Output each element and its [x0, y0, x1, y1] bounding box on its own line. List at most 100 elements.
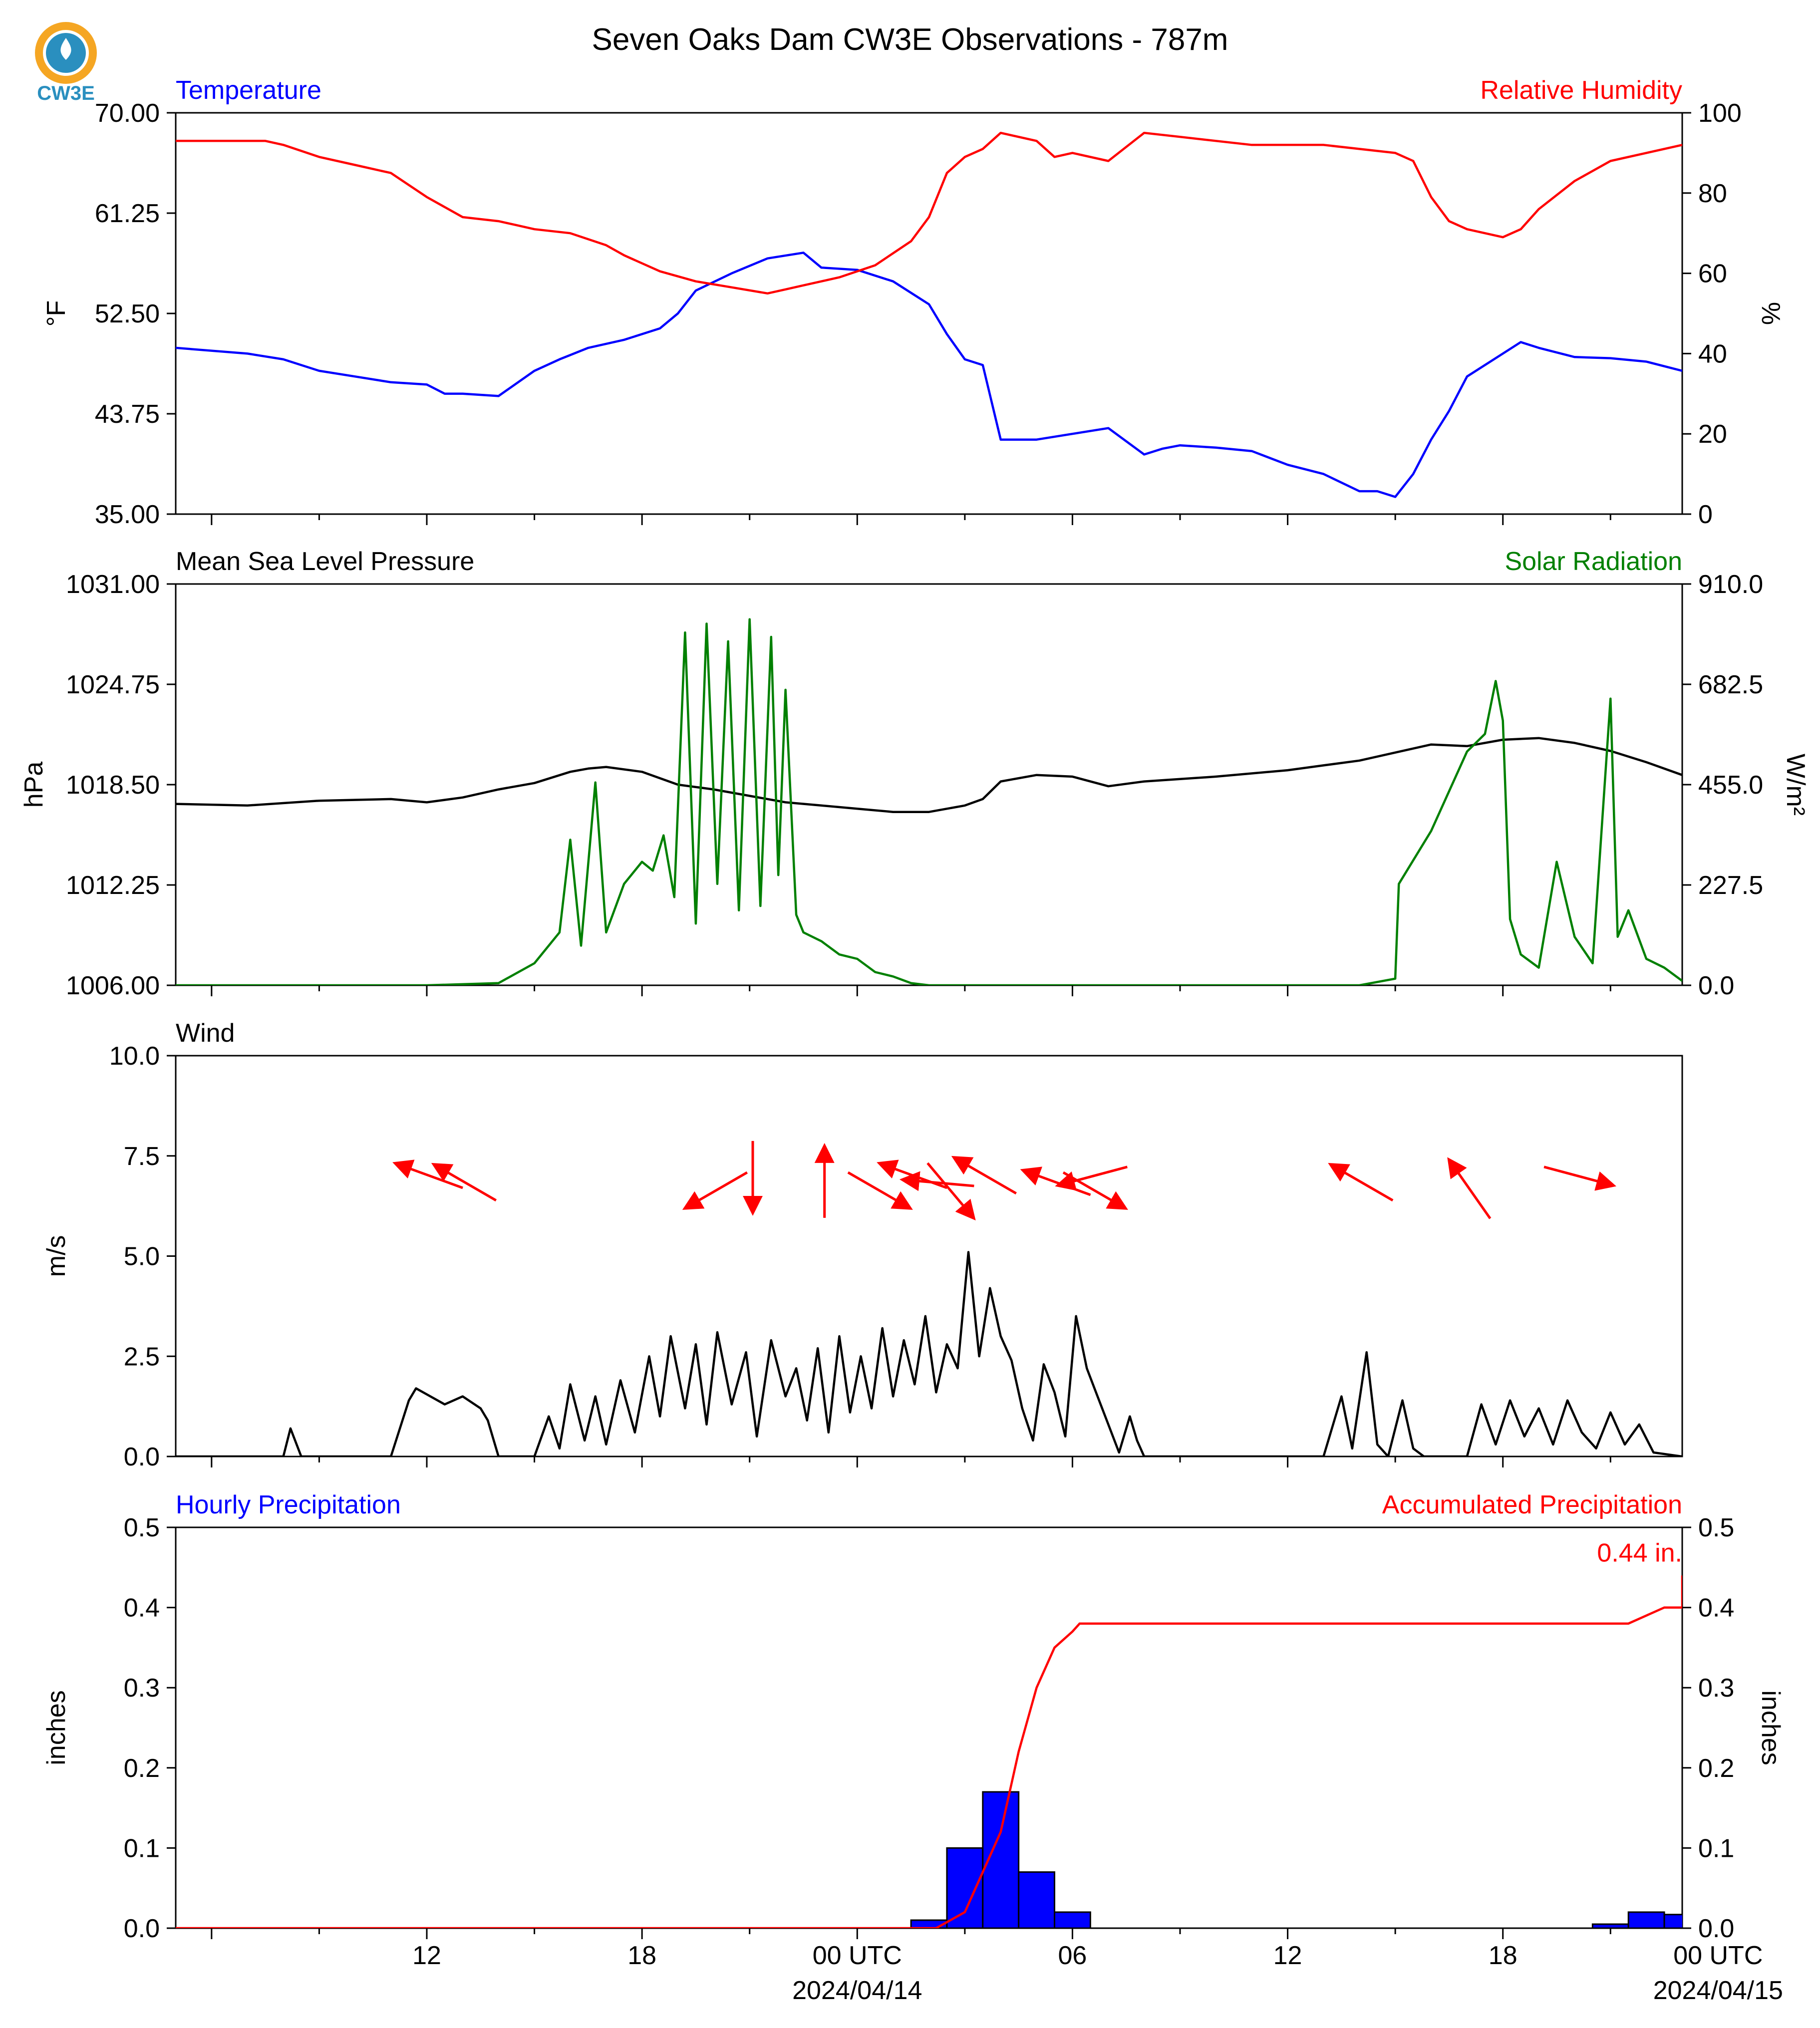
chart-title: Seven Oaks Dam CW3E Observations - 787m — [592, 22, 1228, 57]
y-tick-label: 2.5 — [124, 1342, 160, 1371]
x-date-label: 2024/04/15 — [1653, 1976, 1783, 2005]
panel-title-right: Accumulated Precipitation — [1382, 1490, 1682, 1519]
precip-bar — [946, 1847, 984, 1928]
series-line-2 — [176, 131, 1682, 295]
precip-bar — [1018, 1871, 1055, 1928]
y-axis-title: m/s — [42, 1235, 71, 1277]
y-tick-label: 1018.50 — [66, 771, 160, 800]
y2-tick-label: 80 — [1698, 179, 1727, 208]
logo-drop-icon — [60, 38, 71, 60]
y2-tick-label: 682.5 — [1698, 670, 1763, 699]
y2-tick-label: 0.0 — [1698, 971, 1734, 1000]
y-tick-label: 0.2 — [124, 1754, 160, 1783]
wind-arrow — [392, 1159, 463, 1189]
wind-arrow — [899, 1171, 974, 1191]
y2-tick-label: 0.4 — [1698, 1594, 1734, 1623]
precip-bar — [1663, 1914, 1682, 1928]
y-tick-label: 0.4 — [124, 1594, 160, 1623]
panel-title-right: Solar Radiation — [1505, 547, 1682, 576]
series-line-1 — [176, 1251, 1682, 1456]
y-tick-label: 0.0 — [124, 1914, 160, 1943]
y-tick-label: 52.50 — [95, 299, 160, 328]
y-tick-label: 43.75 — [95, 400, 160, 429]
panel-title-left: Mean Sea Level Pressure — [176, 547, 474, 576]
y2-axis-title: W/m² — [1781, 754, 1810, 816]
y2-tick-label: 100 — [1698, 99, 1742, 128]
panel-title-left: Temperature — [176, 76, 321, 105]
x-tick-label: 12 — [1273, 1941, 1302, 1970]
total-label: 0.44 in. — [1597, 1538, 1682, 1567]
wind-arrow — [1062, 1171, 1128, 1210]
y-tick-label: 1012.25 — [66, 871, 160, 900]
x-tick-label: 06 — [1058, 1941, 1087, 1970]
plot-frame — [175, 1526, 1683, 1929]
y-axis-title: hPa — [19, 762, 48, 808]
y-tick-label: 0.0 — [124, 1443, 160, 1471]
series-line-2 — [176, 618, 1682, 985]
y2-tick-label: 0.3 — [1698, 1674, 1734, 1703]
y2-tick-label: 455.0 — [1698, 771, 1763, 800]
y2-axis-title: % — [1756, 302, 1785, 325]
chart-panel-4: 0.0 0.1 0.2 0.3 0.4 0.5 0.0 0.1 0.2 0.3 0.4 0.5 Hour… — [42, 1490, 1785, 1943]
precip-bar — [1054, 1911, 1091, 1928]
wind-arrow — [847, 1171, 913, 1210]
y2-axis-title: inches — [1756, 1690, 1785, 1765]
y-tick-label: 1006.00 — [66, 971, 160, 1000]
plot-frame — [175, 583, 1683, 986]
plot-frame — [175, 1055, 1683, 1457]
y-tick-label: 7.5 — [124, 1142, 160, 1171]
y-tick-label: 10.0 — [109, 1042, 160, 1071]
x-tick-label: 00 UTC — [1673, 1941, 1763, 1970]
accumulated-line — [176, 1575, 1682, 1928]
wind-arrow — [1447, 1157, 1492, 1219]
y2-tick-label: 20 — [1698, 420, 1727, 449]
y-tick-label: 1031.00 — [66, 570, 160, 599]
y2-tick-label: 0.1 — [1698, 1834, 1734, 1863]
y2-tick-label: 0.2 — [1698, 1754, 1734, 1783]
x-tick-label: 12 — [412, 1941, 441, 1970]
y2-tick-label: 0.5 — [1698, 1513, 1734, 1542]
x-tick-label: 18 — [1489, 1941, 1517, 1970]
y-tick-label: 1024.75 — [66, 670, 160, 699]
plot-frame — [175, 112, 1683, 515]
y-tick-label: 0.5 — [124, 1513, 160, 1542]
y-tick-label: 0.1 — [124, 1834, 160, 1863]
x-date-label: 2024/04/14 — [792, 1976, 922, 2005]
y-tick-label: 35.00 — [95, 500, 160, 529]
series-line-1 — [176, 252, 1682, 498]
y-tick-label: 5.0 — [124, 1242, 160, 1271]
x-axis: 12 18 00 UTC 2024/04/14 06 12 18 00 UTC 2024/04/… — [412, 1941, 1783, 2005]
wind-arrow — [682, 1171, 748, 1210]
y-axis-title: inches — [42, 1690, 71, 1765]
x-tick-label: 00 UTC — [813, 1941, 902, 1970]
y2-tick-label: 910.0 — [1698, 570, 1763, 599]
y2-tick-label: 0 — [1698, 500, 1713, 529]
wind-arrow — [431, 1162, 497, 1202]
logo-text: CW3E — [37, 82, 95, 104]
wind-arrow — [951, 1156, 1017, 1195]
cw3e-logo: CW3E — [26, 19, 106, 104]
y2-tick-label: 227.5 — [1698, 871, 1763, 900]
y-tick-label: 0.3 — [124, 1674, 160, 1703]
precip-bar — [1591, 1923, 1629, 1928]
chart-panel-2: 1006.00 1012.25 1018.50 1024.75 1031.00 0.0 22… — [19, 547, 1810, 1000]
chart-panel-1: 35.00 43.75 52.50 61.25 70.00 0 20 40 60 80 100 Tem… — [42, 76, 1785, 529]
y2-tick-label: 40 — [1698, 339, 1727, 368]
x-tick-label: 18 — [627, 1941, 656, 1970]
panel-title-left: Hourly Precipitation — [176, 1490, 401, 1519]
y-tick-label: 70.00 — [95, 99, 160, 128]
panel-title-left: Wind — [176, 1019, 235, 1048]
y-tick-label: 61.25 — [95, 199, 160, 228]
panel-title-right: Relative Humidity — [1480, 76, 1682, 105]
series-line-1 — [176, 737, 1682, 813]
y2-tick-label: 60 — [1698, 260, 1727, 289]
chart-panel-3: 0.0 2.5 5.0 7.5 10.0 Wind m/s — [42, 1019, 1683, 1471]
wind-arrow — [1328, 1162, 1394, 1202]
wind-arrow — [1055, 1165, 1128, 1191]
y2-tick-label: 0.0 — [1698, 1914, 1734, 1943]
precip-bar — [1627, 1911, 1665, 1928]
wind-arrow — [926, 1162, 976, 1221]
wind-arrow — [1543, 1165, 1616, 1191]
y-axis-title: °F — [42, 300, 71, 327]
